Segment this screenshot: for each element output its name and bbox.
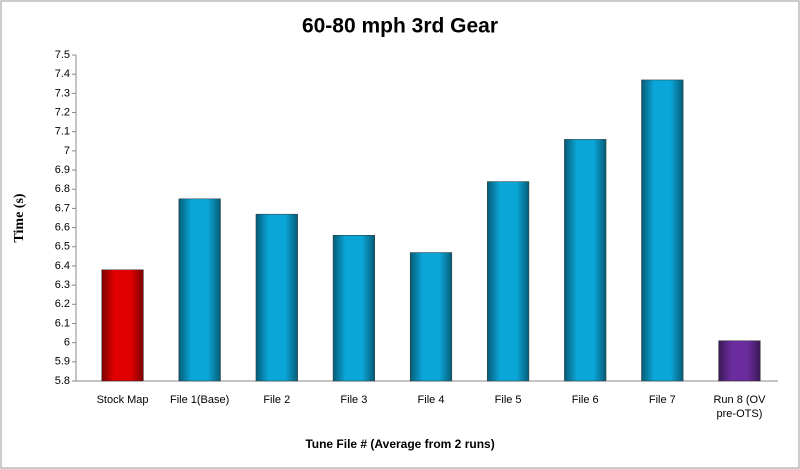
chart-title: 60-80 mph 3rd Gear bbox=[302, 15, 498, 38]
bar-group bbox=[409, 252, 453, 382]
x-tick-label: File 7 bbox=[648, 394, 676, 406]
bar-shade bbox=[178, 198, 221, 382]
x-tick-label: Stock Map bbox=[96, 394, 149, 406]
y-tick-label: 6.2 bbox=[55, 298, 70, 310]
y-tick-label: 6.3 bbox=[55, 279, 70, 291]
x-tick-label: Run 8 (OV pre-OTS) bbox=[713, 394, 766, 420]
bar-group bbox=[718, 340, 761, 382]
bar-group bbox=[178, 198, 221, 382]
x-axis-label: Tune File # (Average from 2 runs) bbox=[305, 437, 494, 451]
y-tick-label: 5.9 bbox=[55, 356, 70, 368]
x-tick-label: File 5 bbox=[494, 394, 522, 406]
bar-shade bbox=[641, 79, 684, 382]
y-tick-label: 5.8 bbox=[55, 375, 70, 387]
bar-shade bbox=[487, 181, 530, 382]
x-tick-label: File 1(Base) bbox=[170, 394, 230, 406]
bar-shade bbox=[718, 340, 761, 382]
bar-shade bbox=[409, 252, 453, 382]
bar-group bbox=[564, 139, 607, 382]
y-tick-label: 7.5 bbox=[55, 49, 70, 61]
y-tick-label: 7.2 bbox=[55, 106, 70, 118]
y-tick-label: 6.5 bbox=[55, 241, 70, 253]
x-tick-label: File 4 bbox=[417, 394, 445, 406]
bar-shade bbox=[332, 235, 375, 382]
y-tick-label: 7.3 bbox=[55, 87, 70, 99]
y-tick-label: 7.1 bbox=[55, 126, 70, 138]
y-tick-label: 6.6 bbox=[55, 221, 70, 233]
y-tick-label: 7.4 bbox=[55, 68, 70, 80]
bar-shade bbox=[101, 269, 144, 382]
bar-group bbox=[487, 181, 530, 382]
y-tick-label: 6.4 bbox=[55, 260, 70, 272]
y-tick-label: 7 bbox=[64, 145, 70, 157]
y-tick-label: 6.7 bbox=[55, 202, 70, 214]
x-tick-label: File 3 bbox=[340, 394, 368, 406]
y-tick-label: 6.8 bbox=[55, 183, 70, 195]
bar-shade bbox=[564, 139, 607, 382]
bar-group bbox=[255, 213, 298, 382]
x-tick-label: File 6 bbox=[571, 394, 599, 406]
bar-shade bbox=[255, 213, 298, 382]
bar-group bbox=[641, 79, 684, 382]
x-tick-label: File 2 bbox=[263, 394, 291, 406]
y-tick-label: 6.9 bbox=[55, 164, 70, 176]
bar-group bbox=[332, 235, 375, 382]
bar-group bbox=[101, 269, 144, 382]
y-tick-label: 6.1 bbox=[55, 317, 70, 329]
y-axis-label: Time (s) bbox=[12, 193, 27, 242]
y-tick-label: 6 bbox=[64, 337, 70, 349]
